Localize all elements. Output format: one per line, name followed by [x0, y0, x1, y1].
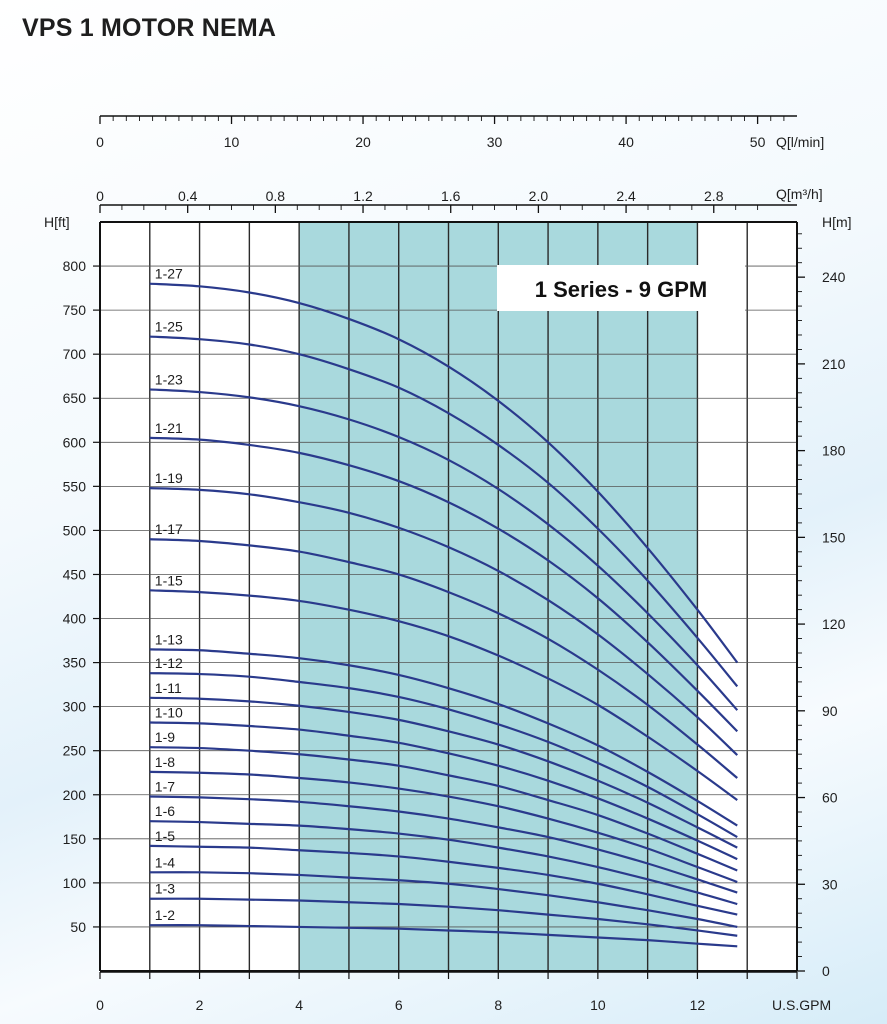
- right-axis-title: H[m]: [822, 214, 852, 230]
- axes: 0 2 4 6 8 10 12 U.S.GPM 0 10 20 30 40 50 Q[l/min] 0 0.4 0…: [44, 115, 852, 1013]
- curve-1-21: [149, 436, 739, 733]
- curve-1-11: [149, 696, 738, 849]
- bottom-tick-label: 0: [96, 997, 104, 1013]
- left-tick-label: 700: [63, 346, 87, 362]
- curve-label-1-23: 1-23: [155, 371, 183, 387]
- performance-curves: [149, 282, 739, 948]
- right-tick-label: 210: [822, 356, 846, 372]
- top-lpm-tick-label: 30: [487, 134, 503, 150]
- curve-1-19: [149, 487, 739, 756]
- top-m3h-axis-title: Q[m³/h]: [776, 186, 823, 202]
- curve-label-1-21: 1-21: [155, 420, 183, 436]
- left-tick-label: 150: [63, 831, 87, 847]
- bottom-tick-label: 8: [494, 997, 502, 1013]
- curve-label-1-15: 1-15: [155, 572, 183, 588]
- top-m3h-tick-label: 0.8: [266, 188, 286, 204]
- curve-label-1-19: 1-19: [155, 470, 183, 486]
- top-m3h-tick-label: 1.2: [353, 188, 373, 204]
- top-m3h-tick-label: 0.4: [178, 188, 198, 204]
- curve-1-8: [149, 770, 738, 884]
- left-axis-title: H[ft]: [44, 214, 70, 230]
- left-tick-label: 800: [63, 258, 87, 274]
- left-tick-label: 550: [63, 478, 87, 494]
- curve-label-1-2: 1-2: [155, 907, 175, 923]
- top-lpm-tick-label: 40: [618, 134, 634, 150]
- left-tick-label: 450: [63, 566, 87, 582]
- curve-1-10: [149, 721, 738, 861]
- left-tick-label: 300: [63, 699, 87, 715]
- curve-label-1-5: 1-5: [155, 828, 175, 844]
- annotation-text: 1 Series - 9 GPM: [535, 277, 707, 302]
- bottom-tick-label: 4: [295, 997, 303, 1013]
- curve-label-1-7: 1-7: [155, 779, 175, 795]
- curve-1-7: [149, 795, 738, 894]
- curve-1-23: [149, 388, 739, 711]
- left-tick-label: 250: [63, 743, 87, 759]
- curve-1-3: [149, 897, 738, 937]
- left-tick-label: 600: [63, 434, 87, 450]
- right-tick-label: 240: [822, 269, 846, 285]
- left-tick-label: 750: [63, 302, 87, 318]
- curve-1-2: [149, 924, 738, 948]
- curve-labels: 1-27 1-25 1-23 1-21 1-19 1-17 1-15 1-13 1-12 1-11…: [155, 266, 183, 923]
- curve-label-1-25: 1-25: [155, 319, 183, 335]
- curve-1-12: [149, 672, 738, 839]
- curve-label-1-27: 1-27: [155, 266, 183, 282]
- curve-label-1-11: 1-11: [155, 680, 182, 696]
- right-tick-label: 60: [822, 790, 838, 806]
- right-tick-label: 90: [822, 703, 838, 719]
- top-lpm-tick-label: 20: [355, 134, 371, 150]
- top-lpm-tick-label: 0: [96, 134, 104, 150]
- curve-label-1-17: 1-17: [155, 521, 183, 537]
- left-tick-label: 400: [63, 611, 87, 627]
- left-tick-label: 350: [63, 655, 87, 671]
- curve-1-9: [149, 746, 738, 872]
- top-m3h-tick-label: 2.8: [704, 188, 724, 204]
- curve-label-1-6: 1-6: [155, 803, 175, 819]
- left-tick-label: 50: [70, 919, 86, 935]
- curve-label-1-10: 1-10: [155, 705, 183, 721]
- right-tick-label: 150: [822, 529, 846, 545]
- left-tick-label: 500: [63, 522, 87, 538]
- top-m3h-tick-label: 0: [96, 188, 104, 204]
- top-lpm-tick-label: 10: [224, 134, 240, 150]
- right-tick-label: 120: [822, 616, 846, 632]
- bottom-tick-label: 2: [196, 997, 204, 1013]
- left-tick-label: 200: [63, 787, 87, 803]
- curve-label-1-4: 1-4: [155, 854, 175, 870]
- right-tick-label: 0: [822, 963, 830, 979]
- curve-label-1-12: 1-12: [155, 655, 183, 671]
- top-lpm-axis-title: Q[l/min]: [776, 134, 824, 150]
- left-tick-label: 100: [63, 875, 87, 891]
- left-tick-label: 650: [63, 390, 87, 406]
- top-lpm-tick-label: 50: [750, 134, 766, 150]
- bottom-axis-title: U.S.GPM: [772, 997, 831, 1013]
- curve-label-1-9: 1-9: [155, 729, 175, 745]
- curve-1-4: [149, 871, 738, 929]
- curve-1-5: [149, 844, 738, 916]
- curve-1-17: [149, 538, 738, 779]
- bottom-tick-label: 10: [590, 997, 606, 1013]
- curve-1-13: [149, 648, 738, 827]
- curve-1-6: [149, 820, 738, 906]
- top-m3h-tick-label: 2.4: [616, 188, 636, 204]
- curve-label-1-13: 1-13: [155, 631, 183, 647]
- page-title: VPS 1 MOTOR NEMA: [22, 14, 277, 42]
- top-m3h-tick-label: 1.6: [441, 188, 461, 204]
- curve-1-25: [149, 335, 739, 688]
- curve-1-15: [149, 589, 738, 801]
- series-annotation: 1 Series - 9 GPM: [497, 265, 745, 311]
- top-m3h-tick-label: 2.0: [529, 188, 549, 204]
- curve-label-1-8: 1-8: [155, 754, 175, 770]
- curve-label-1-3: 1-3: [155, 881, 175, 897]
- right-tick-label: 180: [822, 443, 846, 459]
- annotation-box: [497, 265, 745, 311]
- curve-1-27: [149, 282, 739, 664]
- right-tick-label: 30: [822, 876, 838, 892]
- bottom-tick-label: 12: [690, 997, 706, 1013]
- bottom-tick-label: 6: [395, 997, 403, 1013]
